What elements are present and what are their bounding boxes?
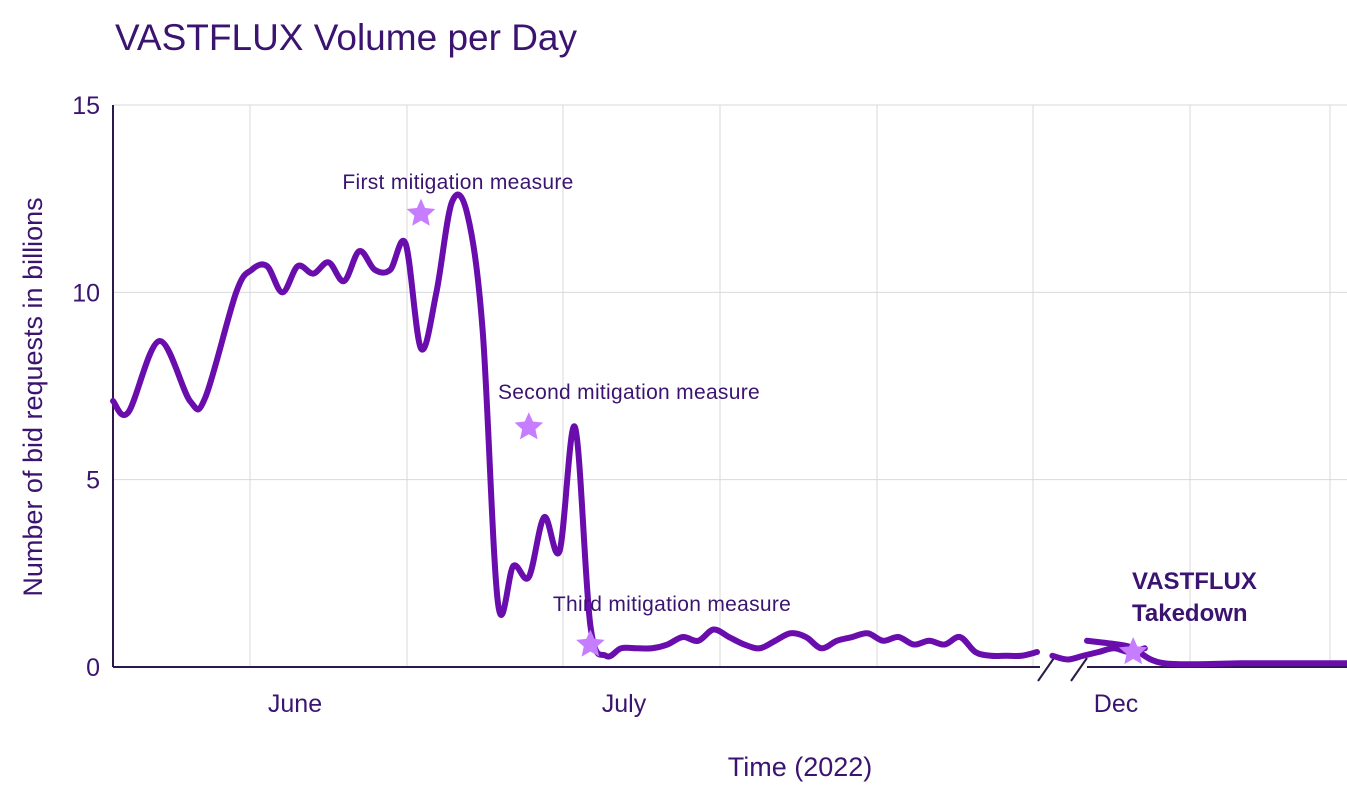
star-marker-icon — [514, 412, 544, 440]
grid — [113, 104, 1347, 667]
y-tick-labels: 0 5 10 15 — [72, 92, 100, 682]
y-tick-label: 10 — [72, 279, 100, 307]
y-axis-label: Number of bid requests in billions — [18, 197, 48, 596]
annotation-second-mitigation: Second mitigation measure — [498, 381, 760, 404]
annotation-takedown-line2: Takedown — [1132, 600, 1248, 627]
chart-title: VASTFLUX Volume per Day — [115, 17, 577, 58]
x-axis-label: Time (2022) — [728, 752, 873, 782]
x-tick-july: July — [602, 690, 647, 718]
series-line — [110, 191, 1040, 660]
star-marker-icon — [406, 198, 436, 226]
axes — [112, 105, 1347, 682]
y-tick-label: 0 — [86, 654, 100, 682]
star-marker-icon — [1118, 637, 1148, 665]
y-tick-label: 5 — [86, 467, 100, 495]
annotation-markers — [406, 198, 1148, 665]
annotation-first-mitigation: First mitigation measure — [342, 171, 573, 194]
x-tick-dec: Dec — [1094, 690, 1138, 718]
star-marker-icon — [576, 629, 605, 657]
axis-break-mark — [1037, 657, 1055, 682]
x-tick-june: June — [268, 690, 322, 718]
axis-break-mark — [1070, 657, 1088, 682]
y-tick-label: 15 — [72, 92, 100, 120]
annotation-third-mitigation: Third mitigation measure — [553, 593, 791, 616]
series-line — [1084, 637, 1244, 668]
annotation-takedown-line1: VASTFLUX — [1132, 568, 1257, 595]
